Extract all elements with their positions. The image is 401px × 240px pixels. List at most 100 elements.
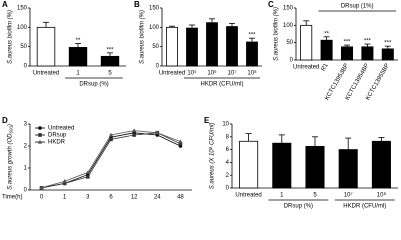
bar	[300, 24, 313, 61]
y-tick-label: 1	[24, 166, 28, 172]
bar	[371, 140, 391, 189]
x-tick-label: 0	[40, 195, 44, 201]
x-axis-label: HKDR (CFU/ml)	[343, 204, 386, 210]
point	[109, 137, 113, 142]
bar	[381, 48, 394, 61]
x-tick-label: 10⁶	[207, 70, 217, 77]
bar	[305, 145, 325, 189]
x-tick-label: 1	[63, 195, 67, 201]
x-tick-label: 24	[154, 195, 161, 201]
y-tick-label: 150	[149, 6, 160, 12]
y-tick-label: 6	[226, 147, 230, 153]
y-tick-label: 0	[24, 64, 28, 70]
y-tick-label: 0	[156, 64, 160, 70]
point	[178, 139, 183, 144]
x-tick-label: 6	[109, 195, 113, 201]
y-axis-label: S.aureus biofilm (%)	[8, 10, 14, 64]
y-tick-label: 10	[222, 122, 229, 128]
y-axis-label: S.aureus growth (OD₆₀₀)	[8, 124, 14, 190]
y-tick-label: 2	[226, 173, 230, 179]
point	[108, 132, 114, 137]
y-tick-label: 150	[17, 6, 28, 12]
x-axis-label: DRsup (%)	[284, 204, 313, 210]
x-tick-label: 5	[108, 71, 112, 77]
x-tick-label: Untreated	[159, 71, 185, 77]
point	[132, 133, 136, 137]
significance: ***	[248, 33, 256, 39]
legend-marker	[38, 126, 42, 130]
bar	[340, 46, 354, 61]
x-tick-label: 5	[313, 193, 317, 199]
point	[62, 181, 67, 186]
y-tick-label: 50	[20, 44, 27, 50]
legend-marker	[38, 133, 42, 137]
point	[85, 170, 91, 174]
y-tick-label: 150	[283, 6, 294, 12]
bar	[68, 47, 88, 67]
bar	[239, 140, 259, 189]
significance: ***	[106, 47, 114, 53]
y-axis-label: S.aureus biofilm (%)	[140, 10, 146, 64]
point	[155, 130, 160, 135]
legend-label: Untreated	[48, 126, 74, 132]
y-tick-label: 100	[17, 25, 28, 31]
x-tick-label: 48	[177, 195, 184, 201]
x-axis-label: HKDR (CFU/ml)	[201, 82, 244, 88]
bar	[338, 149, 358, 189]
y-tick-label: 8	[226, 134, 230, 140]
panel-letter: E	[204, 116, 210, 125]
y-tick-label: 0	[24, 188, 28, 194]
y-tick-label: 2	[24, 144, 28, 150]
x-axis-label: Time(h)	[2, 195, 22, 201]
legend-marker	[37, 139, 43, 144]
y-tick-label: 100	[283, 23, 294, 29]
x-tick-label: 10⁷	[228, 70, 237, 77]
x-tick-label: 10⁵	[187, 70, 197, 77]
panel-letter: A	[2, 0, 8, 9]
significance: ***	[364, 39, 372, 45]
significance: ***	[343, 40, 351, 46]
point	[131, 128, 137, 133]
y-axis-label: S.aureus (X 10⁸ CFU/ml)	[209, 123, 216, 190]
point	[39, 185, 44, 190]
bar	[186, 27, 198, 67]
bar	[320, 39, 333, 61]
bar	[206, 22, 218, 67]
legend-label: HKDR	[48, 140, 66, 146]
x-tick-label: 1	[280, 193, 284, 199]
x-tick-label: Untreated	[293, 65, 319, 71]
x-tick-label: Untreated	[33, 71, 59, 77]
x-tick-label: 1	[76, 71, 80, 77]
bar	[166, 26, 178, 67]
group-header: DRsup (1%)	[341, 4, 374, 10]
y-tick-label: 0	[226, 186, 230, 192]
point	[86, 175, 90, 179]
y-tick-label: 100	[149, 25, 160, 31]
y-tick-label: 50	[286, 40, 293, 46]
bar	[246, 41, 258, 67]
significance: ***	[384, 41, 392, 47]
significance: **	[324, 31, 329, 37]
y-tick-label: 3	[24, 122, 28, 128]
x-tick-label: R1	[321, 62, 330, 72]
bar	[361, 46, 374, 61]
panel-letter: C	[268, 0, 274, 9]
x-tick-label: Untreated	[235, 193, 261, 199]
bar	[272, 142, 292, 189]
y-tick-label: 0	[290, 58, 294, 64]
bar	[226, 26, 238, 67]
x-tick-label: 10⁸	[247, 70, 257, 77]
y-axis-label: S.aureus biofilm (%)	[274, 7, 280, 61]
x-tick-label: 3	[86, 195, 90, 201]
x-tick-label: 10⁸	[377, 192, 387, 199]
x-tick-label: 12	[131, 195, 138, 201]
x-tick-label: KCTC13955BP	[365, 63, 391, 102]
panel-letter: D	[2, 116, 8, 125]
bar	[36, 26, 56, 67]
bar	[100, 55, 120, 67]
x-tick-label: 10⁷	[344, 192, 353, 199]
x-axis-label: DRsup (%)	[79, 82, 108, 88]
legend-label: DRsup	[48, 133, 67, 139]
significance: **	[76, 38, 81, 44]
